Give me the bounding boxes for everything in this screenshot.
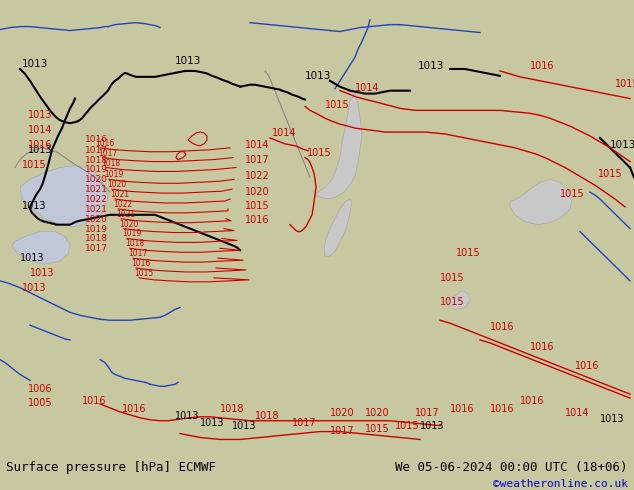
Text: 1015: 1015 — [615, 79, 634, 89]
Text: 1017: 1017 — [128, 249, 147, 258]
Text: 1015: 1015 — [245, 201, 269, 211]
Text: 1016: 1016 — [131, 259, 150, 268]
Text: 1016: 1016 — [530, 61, 555, 71]
Text: 1015: 1015 — [456, 248, 481, 258]
Text: 1015: 1015 — [440, 297, 465, 307]
Text: 1019: 1019 — [85, 166, 108, 174]
Text: 1013: 1013 — [600, 414, 624, 424]
Text: 1013: 1013 — [420, 420, 444, 431]
Text: 1019: 1019 — [104, 171, 123, 179]
Text: 1006: 1006 — [28, 384, 53, 394]
Text: 1015: 1015 — [134, 269, 153, 278]
Text: 1022: 1022 — [245, 172, 269, 181]
Text: 1021: 1021 — [85, 205, 108, 214]
Text: 1013: 1013 — [30, 268, 55, 278]
Text: 1017: 1017 — [98, 148, 117, 158]
Text: 1014: 1014 — [245, 140, 269, 150]
Text: 1015: 1015 — [440, 273, 465, 283]
Text: 1016: 1016 — [95, 139, 114, 148]
Text: 1013: 1013 — [28, 145, 53, 155]
Text: 1014: 1014 — [28, 125, 53, 135]
Text: 1016: 1016 — [82, 396, 107, 406]
Text: 1018: 1018 — [220, 404, 245, 414]
Text: 1013: 1013 — [305, 71, 332, 81]
Text: 1017: 1017 — [245, 154, 269, 165]
Text: 1014: 1014 — [565, 408, 590, 418]
Text: 1005: 1005 — [28, 398, 53, 408]
Text: 1018: 1018 — [85, 234, 108, 244]
Polygon shape — [448, 291, 470, 309]
Text: 1015: 1015 — [325, 100, 349, 110]
Text: 1017: 1017 — [85, 244, 108, 253]
Text: 1013: 1013 — [22, 283, 46, 293]
Text: 1015: 1015 — [560, 189, 585, 199]
Text: 1013: 1013 — [175, 411, 200, 421]
Text: 1013: 1013 — [232, 420, 257, 431]
Text: 1018: 1018 — [101, 159, 120, 168]
Text: 1013: 1013 — [418, 61, 444, 71]
Text: 1013: 1013 — [20, 253, 44, 263]
Text: 1016: 1016 — [575, 362, 600, 371]
Text: ©weatheronline.co.uk: ©weatheronline.co.uk — [493, 480, 628, 490]
Text: 1016: 1016 — [122, 404, 146, 414]
Text: 1015: 1015 — [598, 170, 623, 179]
Text: 1017: 1017 — [330, 425, 354, 436]
Polygon shape — [315, 94, 362, 199]
Text: 1016: 1016 — [490, 322, 515, 332]
Text: We 05-06-2024 00:00 UTC (18+06): We 05-06-2024 00:00 UTC (18+06) — [395, 461, 628, 474]
Text: 1013: 1013 — [28, 110, 53, 120]
Text: 1016: 1016 — [530, 342, 555, 352]
Text: 1015: 1015 — [395, 420, 420, 431]
Text: 1016: 1016 — [85, 135, 108, 144]
Text: 1019: 1019 — [122, 229, 141, 239]
Text: 1017: 1017 — [85, 146, 108, 155]
Text: 1021: 1021 — [85, 185, 108, 194]
Text: 1016: 1016 — [450, 404, 474, 414]
Text: 1018: 1018 — [125, 239, 144, 248]
Polygon shape — [324, 199, 352, 256]
Text: 1020: 1020 — [85, 215, 108, 224]
Text: 1013: 1013 — [22, 201, 46, 211]
Text: 1016: 1016 — [490, 404, 515, 414]
Text: 1022: 1022 — [85, 195, 108, 204]
Text: 1021: 1021 — [116, 210, 135, 219]
Text: 1020: 1020 — [330, 408, 354, 418]
Text: 1016: 1016 — [245, 215, 269, 225]
Text: 1018: 1018 — [85, 156, 108, 165]
Text: 1013: 1013 — [200, 417, 224, 428]
Text: 1020: 1020 — [245, 187, 269, 197]
Text: 1015: 1015 — [307, 147, 332, 158]
Text: 1021: 1021 — [110, 190, 129, 199]
Text: 1017: 1017 — [292, 417, 316, 428]
Polygon shape — [20, 166, 108, 226]
Text: 1015: 1015 — [365, 423, 390, 434]
Text: 1018: 1018 — [255, 411, 280, 421]
Polygon shape — [12, 232, 70, 264]
Text: 1022: 1022 — [113, 200, 132, 209]
Text: 1020: 1020 — [107, 180, 126, 189]
Text: 1015: 1015 — [22, 160, 47, 170]
Text: 1020: 1020 — [85, 175, 108, 184]
Text: 1014: 1014 — [355, 83, 380, 93]
Text: 1013: 1013 — [22, 59, 48, 69]
Text: 1013: 1013 — [175, 56, 202, 66]
Text: 1014: 1014 — [272, 128, 297, 138]
Text: 1020: 1020 — [365, 408, 390, 418]
Text: 1016: 1016 — [28, 140, 53, 150]
Text: 1013: 1013 — [610, 140, 634, 150]
Text: 1016: 1016 — [520, 396, 545, 406]
Text: 1019: 1019 — [85, 224, 108, 234]
Polygon shape — [510, 179, 572, 224]
Text: 1020: 1020 — [119, 220, 138, 229]
Text: 1017: 1017 — [415, 408, 439, 418]
Text: Surface pressure [hPa] ECMWF: Surface pressure [hPa] ECMWF — [6, 461, 216, 474]
